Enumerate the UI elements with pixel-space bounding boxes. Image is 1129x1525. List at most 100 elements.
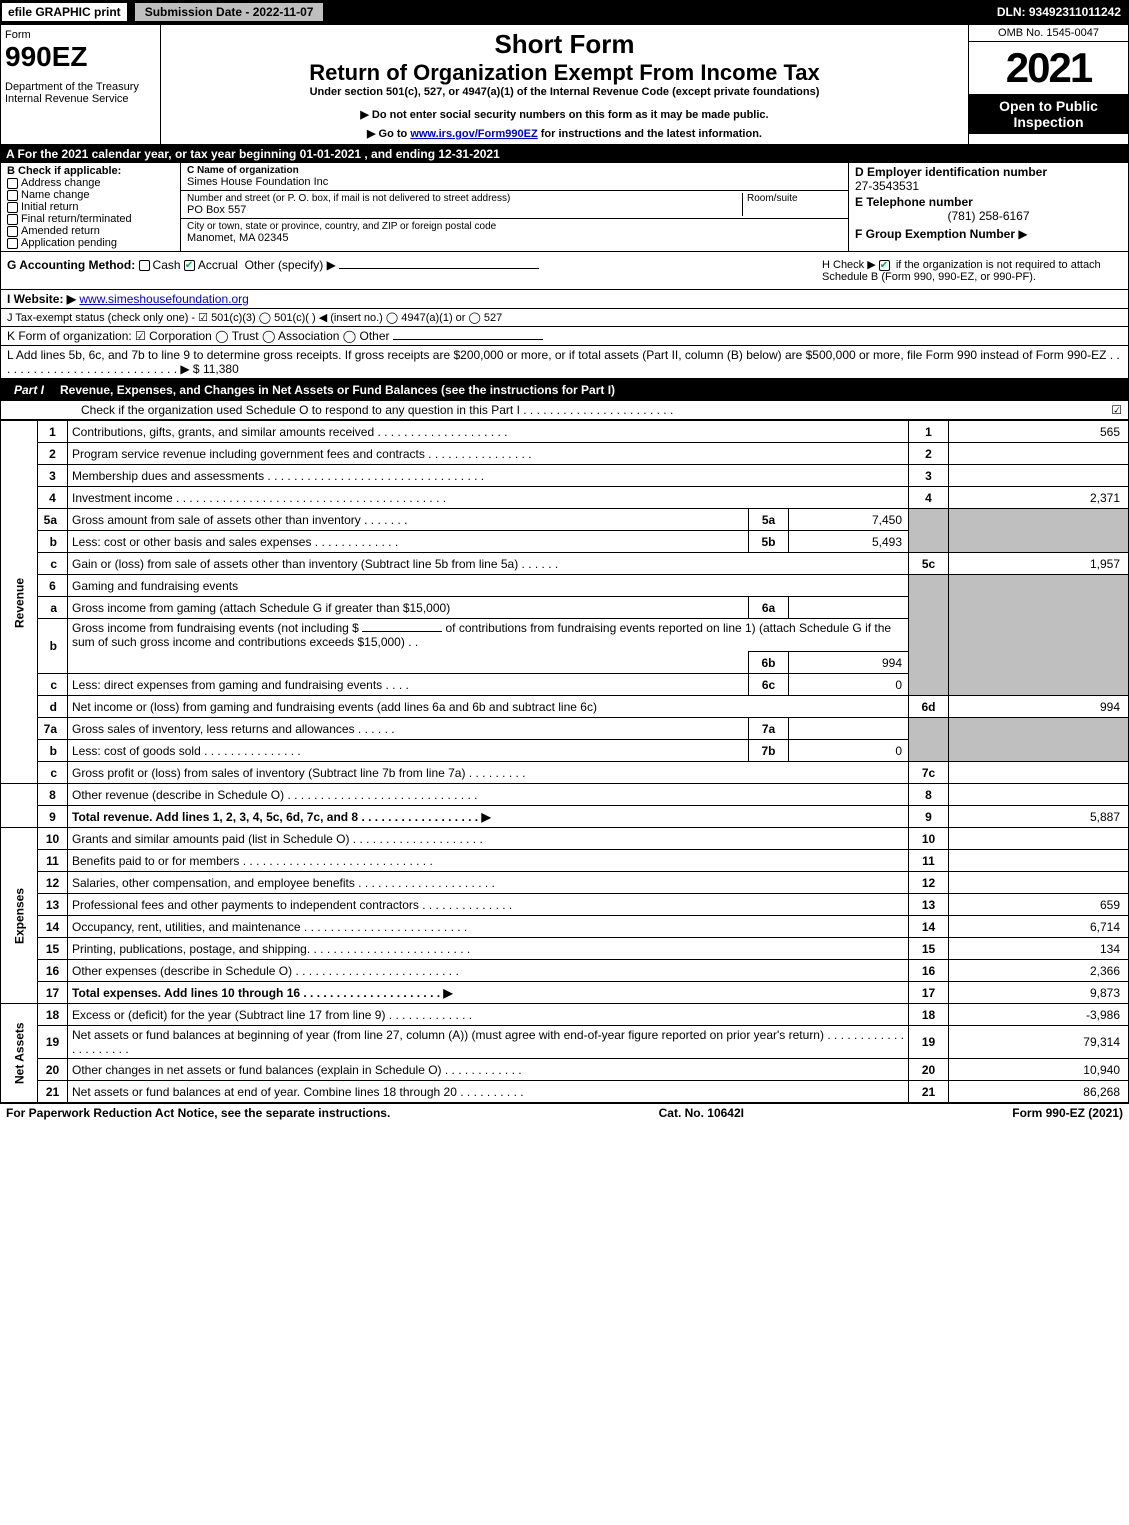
l7a-inval — [789, 718, 909, 740]
b-opt-amended[interactable]: Amended return — [7, 225, 174, 237]
l6a-inval — [789, 597, 909, 619]
header-left: Form 990EZ Department of the Treasury In… — [1, 25, 161, 144]
l6c-innum: 6c — [749, 674, 789, 696]
b-opt-3-label: Final return/terminated — [21, 213, 132, 225]
b-opt-initial[interactable]: Initial return — [7, 201, 174, 213]
tax-year: 2021 — [969, 42, 1128, 94]
header-right: OMB No. 1545-0047 2021 Open to Public In… — [968, 25, 1128, 144]
b-opt-pending[interactable]: Application pending — [7, 237, 174, 249]
l19-linenum: 19 — [909, 1026, 949, 1059]
l3-linenum: 3 — [909, 465, 949, 487]
l7c-amt — [949, 762, 1129, 784]
l13-amt: 659 — [949, 894, 1129, 916]
l-amount: 11,380 — [203, 362, 239, 376]
l6-grey — [909, 575, 949, 696]
website-link[interactable]: www.simeshousefoundation.org — [79, 292, 248, 306]
line-3-row: 3Membership dues and assessments . . . .… — [1, 465, 1129, 487]
grp-label: F Group Exemption Number — [855, 227, 1015, 241]
goto-line: ▶ Go to www.irs.gov/Form990EZ for instru… — [169, 127, 960, 140]
b-opt-2-label: Initial return — [21, 201, 78, 213]
l5ab-grey-amt — [949, 509, 1129, 553]
b-opt-address[interactable]: Address change — [7, 177, 174, 189]
i-website-row: I Website: ▶ www.simeshousefoundation.or… — [0, 290, 1129, 309]
l17-desc: Total expenses. Add lines 10 through 16 … — [68, 982, 909, 1004]
l6c-inval: 0 — [789, 674, 909, 696]
goto-pre: ▶ Go to — [367, 128, 410, 140]
l9-amt: 5,887 — [949, 806, 1129, 828]
l5a-innum: 5a — [749, 509, 789, 531]
line-19-row: 19Net assets or fund balances at beginni… — [1, 1026, 1129, 1059]
l1-linenum: 1 — [909, 421, 949, 443]
l20-amt: 10,940 — [949, 1059, 1129, 1081]
l16-linenum: 16 — [909, 960, 949, 982]
b-opt-4-label: Amended return — [21, 225, 100, 237]
g-other-input[interactable] — [339, 268, 539, 269]
part1-title: Revenue, Expenses, and Changes in Net As… — [60, 383, 615, 397]
l7-grey — [909, 718, 949, 762]
l2-desc: Program service revenue including govern… — [68, 443, 909, 465]
submission-date: Submission Date - 2022-11-07 — [133, 1, 326, 23]
l1-num: 1 — [38, 421, 68, 443]
l8-linenum: 8 — [909, 784, 949, 806]
g-accrual-check[interactable] — [184, 260, 195, 271]
l5ab-grey — [909, 509, 949, 553]
g-other-label: Other (specify) ▶ — [245, 258, 336, 272]
l3-desc: Membership dues and assessments . . . . … — [68, 465, 909, 487]
l10-linenum: 10 — [909, 828, 949, 850]
l6d-amt: 994 — [949, 696, 1129, 718]
l5b-inval: 5,493 — [789, 531, 909, 553]
line-5a-row: 5aGross amount from sale of assets other… — [1, 509, 1129, 531]
b-opt-final[interactable]: Final return/terminated — [7, 213, 174, 225]
netassets-sidelabel: Net Assets — [1, 1004, 38, 1103]
part1-header: Part I Revenue, Expenses, and Changes in… — [0, 379, 1129, 401]
l17-linenum: 17 — [909, 982, 949, 1004]
line-8-row: 8Other revenue (describe in Schedule O) … — [1, 784, 1129, 806]
tel-label: E Telephone number — [855, 195, 1122, 209]
b-opt-name[interactable]: Name change — [7, 189, 174, 201]
l5b-desc: Less: cost or other basis and sales expe… — [68, 531, 749, 553]
k-other-input[interactable] — [393, 339, 543, 340]
l18-linenum: 18 — [909, 1004, 949, 1026]
l6b-inval: 994 — [789, 652, 909, 674]
l15-amt: 134 — [949, 938, 1129, 960]
col-c: C Name of organization Simes House Found… — [181, 163, 848, 251]
short-form-title: Short Form — [169, 29, 960, 60]
line-10-row: Expenses 10Grants and similar amounts pa… — [1, 828, 1129, 850]
line-2-row: 2Program service revenue including gover… — [1, 443, 1129, 465]
l14-desc: Occupancy, rent, utilities, and maintena… — [68, 916, 909, 938]
g-cash-check[interactable] — [139, 260, 150, 271]
expenses-sidelabel: Expenses — [1, 828, 38, 1004]
rev-side-cont — [1, 784, 38, 828]
gh-row: G Accounting Method: Cash Accrual Other … — [0, 252, 1129, 290]
l1-amt: 565 — [949, 421, 1129, 443]
part1-label: Part I — [6, 381, 52, 399]
b-label: B Check if applicable: — [7, 165, 174, 177]
b-opt-1-label: Name change — [21, 189, 90, 201]
l11-linenum: 11 — [909, 850, 949, 872]
h-check[interactable] — [879, 260, 890, 271]
org-street: PO Box 557 — [187, 204, 742, 216]
l7a-desc: Gross sales of inventory, less returns a… — [68, 718, 749, 740]
c-name-label: C Name of organization — [187, 165, 842, 176]
l8-amt — [949, 784, 1129, 806]
l5c-amt: 1,957 — [949, 553, 1129, 575]
l6b-input[interactable] — [362, 631, 442, 632]
l11-amt — [949, 850, 1129, 872]
l5a-desc: Gross amount from sale of assets other t… — [68, 509, 749, 531]
dept-label: Department of the Treasury — [5, 81, 156, 93]
l15-desc: Printing, publications, postage, and shi… — [68, 938, 909, 960]
l17-amt: 9,873 — [949, 982, 1129, 1004]
l7b-innum: 7b — [749, 740, 789, 762]
l19-amt: 79,314 — [949, 1026, 1129, 1059]
l6a-innum: 6a — [749, 597, 789, 619]
part1-checked-icon[interactable]: ☑ — [1111, 403, 1122, 417]
irs-link[interactable]: www.irs.gov/Form990EZ — [410, 128, 537, 140]
revenue-sidelabel: Revenue — [1, 421, 38, 784]
l6c-desc: Less: direct expenses from gaming and fu… — [68, 674, 749, 696]
efile-print[interactable]: efile GRAPHIC print — [0, 1, 129, 23]
col-b: B Check if applicable: Address change Na… — [1, 163, 181, 251]
l2-amt — [949, 443, 1129, 465]
b-opt-5-label: Application pending — [21, 237, 117, 249]
k-row: K Form of organization: ☑ Corporation ◯ … — [0, 327, 1129, 346]
ein-label: D Employer identification number — [855, 165, 1122, 179]
